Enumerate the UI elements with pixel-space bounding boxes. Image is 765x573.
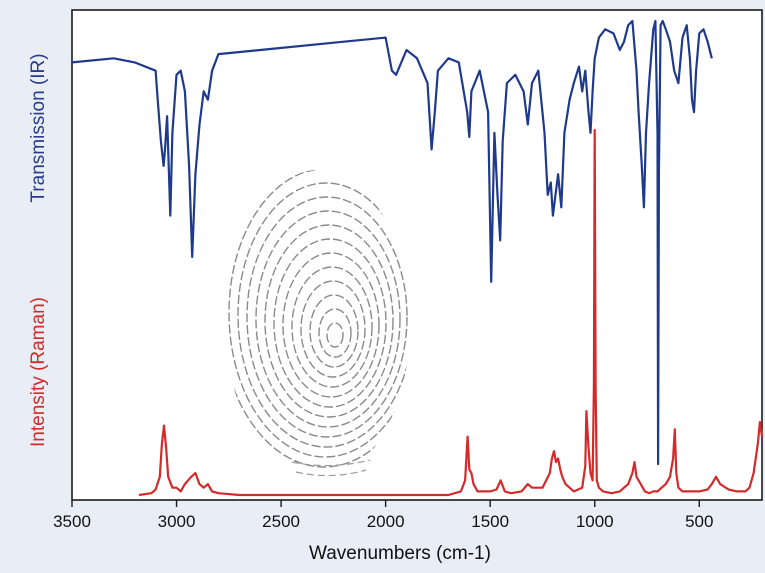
raman-intensity-line bbox=[138, 128, 764, 497]
y-axis-title-raman: Intensity (Raman) bbox=[28, 297, 49, 447]
x-tick-label: 2000 bbox=[367, 512, 405, 531]
fingerprint-image bbox=[225, 170, 425, 490]
x-tick-label: 3000 bbox=[158, 512, 196, 531]
x-tick-label: 1500 bbox=[471, 512, 509, 531]
y-axis-title-ir: Transmission (IR) bbox=[28, 53, 49, 202]
x-tick-label: 1000 bbox=[576, 512, 614, 531]
x-tick-label: 3500 bbox=[53, 512, 91, 531]
x-tick-label: 2500 bbox=[262, 512, 300, 531]
series-layer bbox=[71, 19, 764, 497]
x-axis-ticks bbox=[71, 500, 700, 507]
ir-transmission-line bbox=[71, 19, 713, 466]
x-tick-label: 500 bbox=[685, 512, 713, 531]
x-axis-title: Wavenumbers (cm-1) bbox=[309, 543, 491, 564]
x-axis-tick-labels: 3500 3000 2500 2000 1500 1000 500 bbox=[53, 512, 713, 531]
